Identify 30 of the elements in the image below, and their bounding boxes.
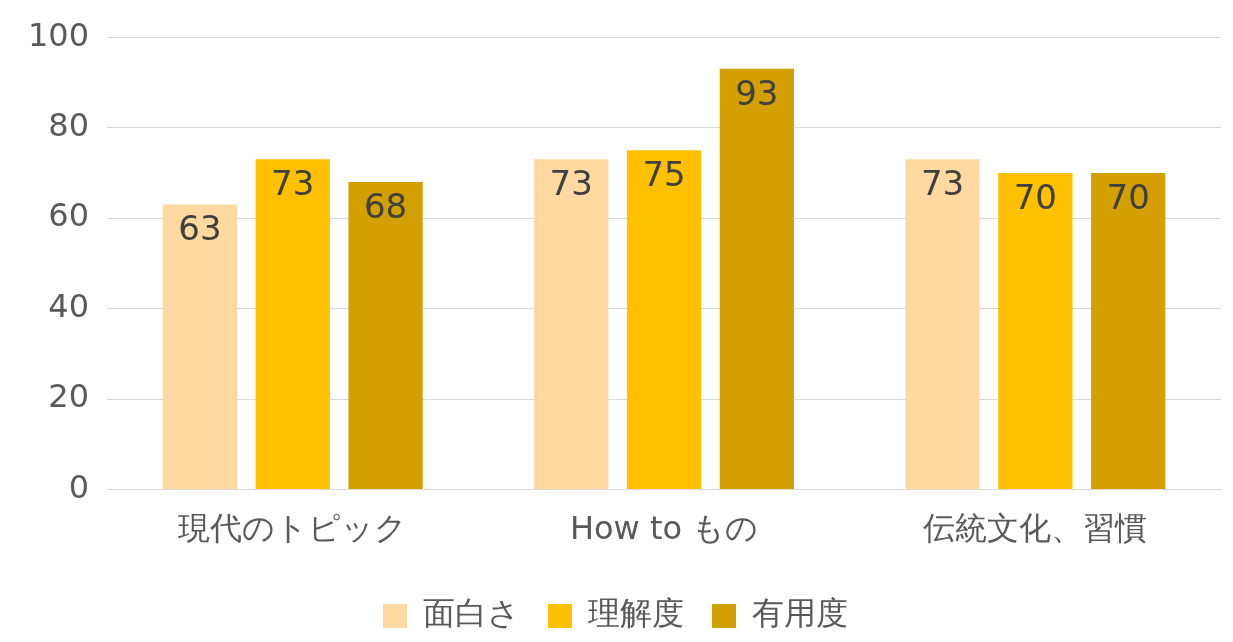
bar [626,150,702,490]
data-label: 93 [735,72,779,113]
legend-label: 面白さ [423,594,520,633]
legend-label: 有用度 [752,594,848,633]
y-tick-label: 0 [68,467,90,506]
y-tick-label: 100 [28,15,90,54]
bar [905,159,980,490]
x-tick-label: 伝統文化、習慣 [923,509,1148,548]
data-label: 68 [363,185,408,226]
bar [1091,172,1166,490]
data-label: 73 [271,163,315,204]
y-tick-label: 40 [48,286,90,325]
x-tick-label: How to もの [569,509,759,548]
data-label: 70 [1013,176,1057,217]
data-label: 73 [920,163,965,204]
bar [162,204,238,490]
bar [998,172,1073,490]
x-tick-label: 現代のトピック [178,509,408,548]
y-tick-label: 60 [48,196,90,235]
data-label: 70 [1106,176,1150,217]
y-tick-label: 20 [48,377,90,416]
bar [255,159,330,490]
bar [348,181,423,490]
bar [534,159,609,490]
legend-label: 理解度 [588,594,684,633]
bar [719,68,794,490]
y-tick-label: 80 [48,105,90,144]
data-label: 75 [642,154,686,195]
data-label: 63 [178,208,222,249]
data-label: 73 [549,163,593,204]
